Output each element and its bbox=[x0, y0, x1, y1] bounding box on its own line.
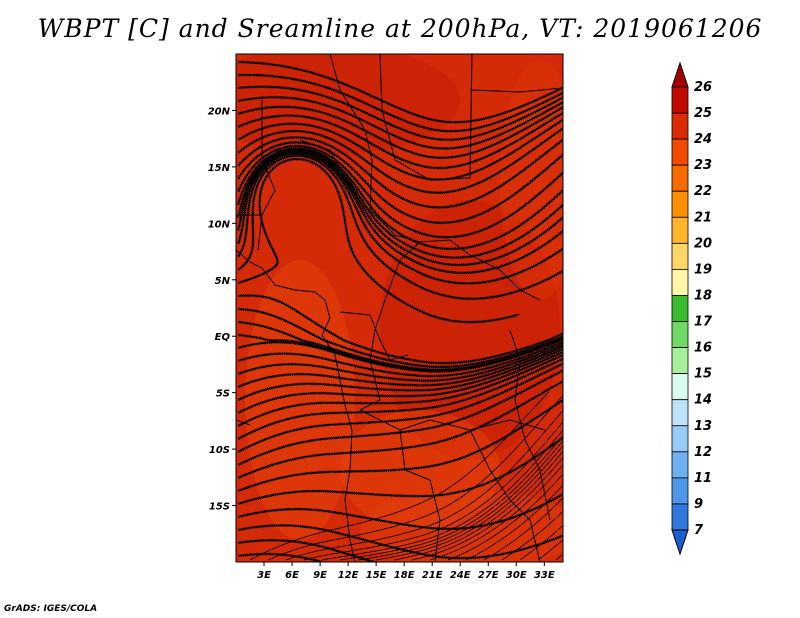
streamline bbox=[237, 538, 391, 562]
colorbar-level-label: 21 bbox=[694, 210, 712, 225]
colorbar-segment bbox=[671, 399, 689, 427]
streamline bbox=[393, 450, 563, 561]
colorbar-segment bbox=[671, 347, 689, 375]
colorbar: 26 25 24 23 22 21 20 19 18 17 16 15 14 13 12 11 9 7 bbox=[671, 61, 713, 556]
streamline bbox=[501, 510, 563, 561]
colorbar-level-label: 12 bbox=[694, 445, 712, 460]
colorbar-level-label: 11 bbox=[694, 471, 712, 486]
lon-tick-label: 33E bbox=[534, 570, 555, 581]
lon-tick-label: 9E bbox=[313, 570, 327, 581]
streamline bbox=[429, 464, 563, 561]
lat-tick-label: 10S bbox=[209, 445, 230, 456]
streamline bbox=[519, 524, 563, 561]
colorbar-segment bbox=[671, 503, 689, 531]
colorbar-level-label: 24 bbox=[694, 132, 712, 147]
colorbar-segment bbox=[671, 190, 689, 218]
country-borders bbox=[236, 54, 563, 562]
colorbar-level-label: 17 bbox=[694, 315, 713, 330]
colorbar-segment bbox=[671, 164, 689, 192]
colorbar-segment bbox=[671, 321, 689, 348]
colorbar-segment bbox=[671, 373, 689, 401]
lon-tick-label: 15E bbox=[366, 570, 387, 581]
colorbar-level-label: 14 bbox=[694, 393, 712, 408]
lon-tick-label: 6E bbox=[285, 570, 299, 581]
lon-tick-label: 3E bbox=[257, 570, 271, 581]
lon-tick-label: 30E bbox=[506, 570, 527, 581]
streamline bbox=[285, 409, 563, 561]
lat-tick-label: 5S bbox=[216, 389, 230, 400]
colorbar-top-arrow bbox=[671, 61, 689, 88]
streamline bbox=[375, 445, 563, 561]
streamline bbox=[411, 456, 563, 561]
streamline bbox=[483, 497, 563, 561]
lat-tick-label: 5N bbox=[215, 276, 231, 287]
colorbar-level-label: 16 bbox=[694, 341, 712, 356]
colorbar-level-label: 15 bbox=[694, 367, 712, 382]
colorbar-level-label: 26 bbox=[694, 80, 712, 95]
colorbar-segment bbox=[671, 477, 689, 505]
streamline bbox=[537, 539, 563, 561]
map-panel bbox=[235, 53, 564, 563]
colorbar-level-label: 9 bbox=[694, 497, 703, 512]
colorbar-level-label: 25 bbox=[694, 106, 712, 121]
colorbar-level-label: 19 bbox=[694, 262, 712, 277]
streamlines bbox=[236, 60, 563, 562]
colorbar-segment bbox=[671, 451, 689, 479]
lat-tick-label: 15N bbox=[208, 163, 231, 174]
longitude-axis: 3E 6E 9E 12E 15E 18E 21E 24E 27E 30E 33E bbox=[257, 562, 555, 581]
streamline bbox=[555, 553, 563, 561]
lon-tick-label: 27E bbox=[478, 570, 499, 581]
colorbar-level-label: 7 bbox=[694, 523, 704, 538]
lat-tick-label: 15S bbox=[209, 502, 230, 513]
colorbar-level-label: 13 bbox=[694, 419, 712, 434]
colorbar-segment bbox=[671, 242, 689, 270]
colorbar-bottom-arrow bbox=[671, 529, 689, 556]
streamline bbox=[447, 473, 563, 561]
colorbar-level-label: 22 bbox=[694, 184, 712, 199]
lat-tick-label: 20N bbox=[208, 106, 231, 117]
lat-tick-label: 10N bbox=[208, 219, 231, 230]
colorbar-segment bbox=[671, 295, 689, 322]
streamline bbox=[267, 394, 563, 561]
streamline bbox=[465, 484, 563, 561]
lon-tick-label: 18E bbox=[394, 570, 415, 581]
colorbar-level-label: 23 bbox=[694, 158, 712, 173]
lon-tick-label: 12E bbox=[338, 570, 359, 581]
lon-tick-label: 24E bbox=[450, 570, 471, 581]
colorbar-level-label: 18 bbox=[694, 288, 712, 303]
grads-credit: GrADS: IGES/COLA bbox=[4, 604, 98, 614]
map-frame bbox=[235, 53, 564, 563]
lat-tick-label: EQ bbox=[215, 332, 231, 343]
colorbar-segment bbox=[671, 216, 689, 244]
colorbar-segment bbox=[671, 86, 689, 114]
latitude-axis: 20N 15N 10N 5N EQ 5S 10S 15S bbox=[208, 106, 236, 513]
colorbar-level-label: 20 bbox=[694, 236, 712, 251]
streamline bbox=[249, 391, 550, 561]
lon-tick-label: 21E bbox=[422, 570, 443, 581]
colorbar-segment bbox=[671, 425, 689, 453]
colorbar-segment bbox=[671, 138, 689, 166]
colorbar-segment bbox=[671, 112, 689, 140]
colorbar-segment bbox=[671, 269, 689, 296]
map-title: WBPT [C] and Sreamline at 200hPa, VT: 20… bbox=[37, 14, 763, 43]
